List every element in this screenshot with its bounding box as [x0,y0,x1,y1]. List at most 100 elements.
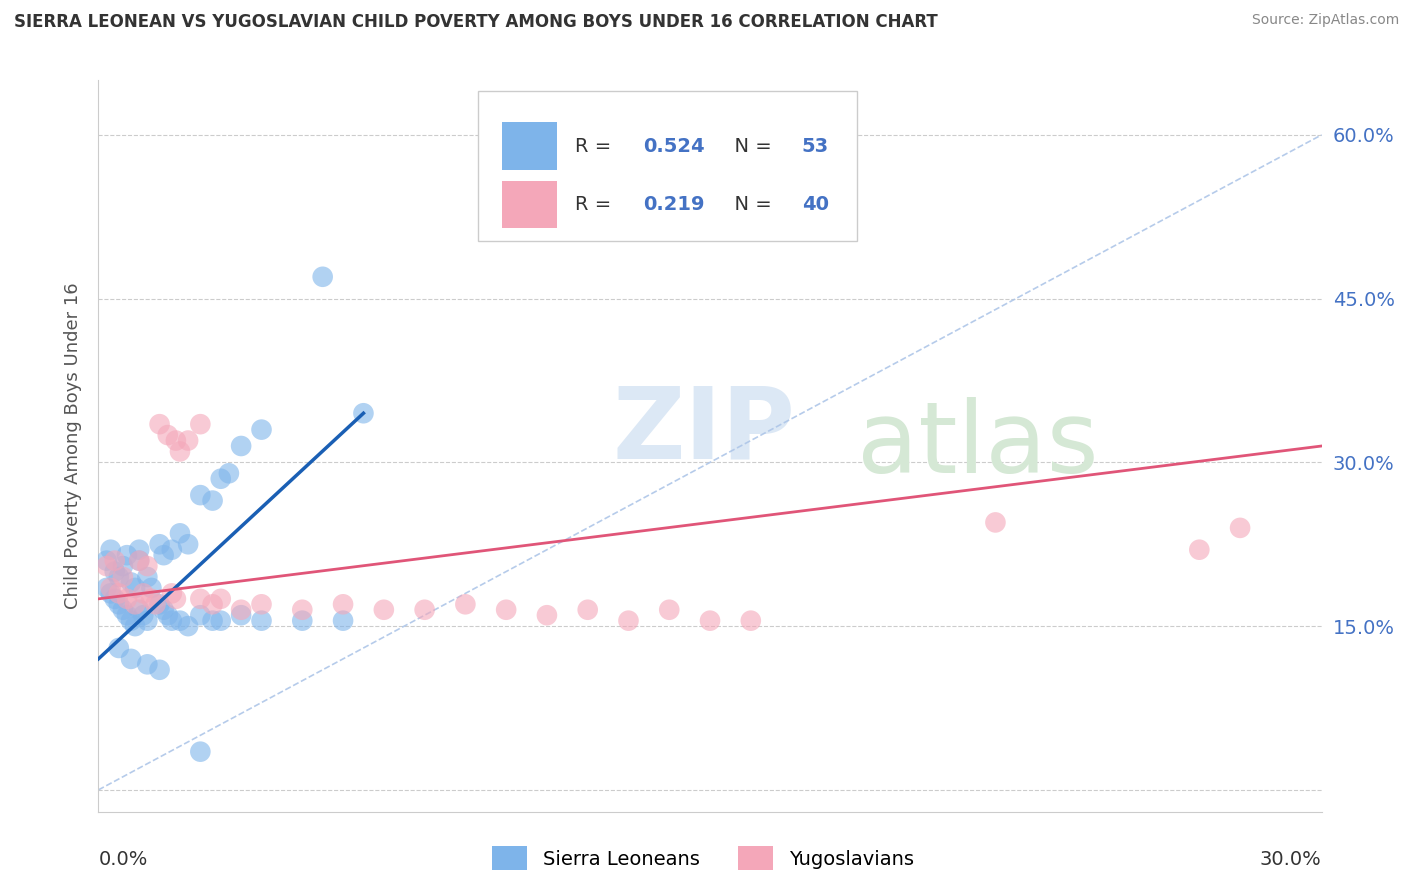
Point [128,542,150,557]
Point [413,603,436,617]
Point [332,614,354,628]
Legend: Sierra Leoneans, Yugoslavians: Sierra Leoneans, Yugoslavians [484,838,922,878]
Point [188,417,212,432]
Point [169,444,191,458]
Text: R =: R = [575,136,619,155]
Point [128,554,150,568]
Point [250,614,273,628]
Point [209,472,232,486]
Point [201,597,224,611]
Point [100,586,122,600]
Point [108,586,131,600]
Point [218,467,240,481]
Point [165,591,187,606]
Text: R =: R = [575,195,619,214]
Text: 53: 53 [801,136,830,155]
Point [231,608,253,623]
Point [373,603,395,617]
FancyBboxPatch shape [502,181,557,228]
Point [160,542,183,557]
Point [120,652,142,666]
Point [188,745,212,759]
Point [658,603,681,617]
Text: 40: 40 [801,195,828,214]
Point [250,597,273,611]
Point [231,603,253,617]
Point [156,428,179,442]
Point [132,608,155,623]
Point [177,619,200,633]
Point [145,597,167,611]
Text: SIERRA LEONEAN VS YUGOSLAVIAN CHILD POVERTY AMONG BOYS UNDER 16 CORRELATION CHAR: SIERRA LEONEAN VS YUGOSLAVIAN CHILD POVE… [14,13,938,31]
Point [96,559,118,574]
Point [209,591,232,606]
Point [454,597,477,611]
Point [231,439,253,453]
Point [188,488,212,502]
Point [160,586,183,600]
Point [108,640,131,655]
Text: 0.0%: 0.0% [98,850,148,869]
Text: ZIP: ZIP [612,383,794,480]
Point [108,570,131,584]
Point [100,581,122,595]
Text: 30.0%: 30.0% [1260,850,1322,869]
Point [96,581,118,595]
Text: N =: N = [723,195,779,214]
Point [128,603,150,617]
Point [332,597,354,611]
Point [100,542,122,557]
Point [291,603,314,617]
Text: atlas: atlas [856,398,1098,494]
Point [152,603,174,617]
Point [169,614,191,628]
Point [352,406,374,420]
Point [495,603,517,617]
Point [111,559,134,574]
Point [132,586,155,600]
Point [115,548,138,562]
Point [152,548,174,562]
Point [165,434,187,448]
Point [177,537,200,551]
Point [536,608,558,623]
Point [160,614,183,628]
Point [149,663,172,677]
Point [984,516,1007,530]
Point [136,614,159,628]
Point [617,614,640,628]
Point [136,570,159,584]
Point [104,591,127,606]
Point [124,597,146,611]
Point [740,614,762,628]
Point [96,554,118,568]
Text: Source: ZipAtlas.com: Source: ZipAtlas.com [1251,13,1399,28]
Point [136,657,159,672]
Point [104,565,127,579]
Point [312,269,335,284]
Point [699,614,721,628]
Point [291,614,314,628]
Point [156,608,179,623]
Point [1188,542,1211,557]
Point [188,608,212,623]
Text: 0.219: 0.219 [643,195,704,214]
Point [124,581,146,595]
Point [1229,521,1251,535]
Point [177,434,200,448]
Point [108,597,131,611]
Point [115,591,138,606]
Point [111,570,134,584]
Point [149,597,172,611]
Point [141,591,163,606]
Point [149,417,172,432]
Point [128,554,150,568]
Point [149,537,172,551]
Point [250,423,273,437]
Text: N =: N = [723,136,779,155]
Point [120,575,142,590]
Point [111,603,134,617]
Point [201,493,224,508]
Point [576,603,599,617]
Point [120,614,142,628]
